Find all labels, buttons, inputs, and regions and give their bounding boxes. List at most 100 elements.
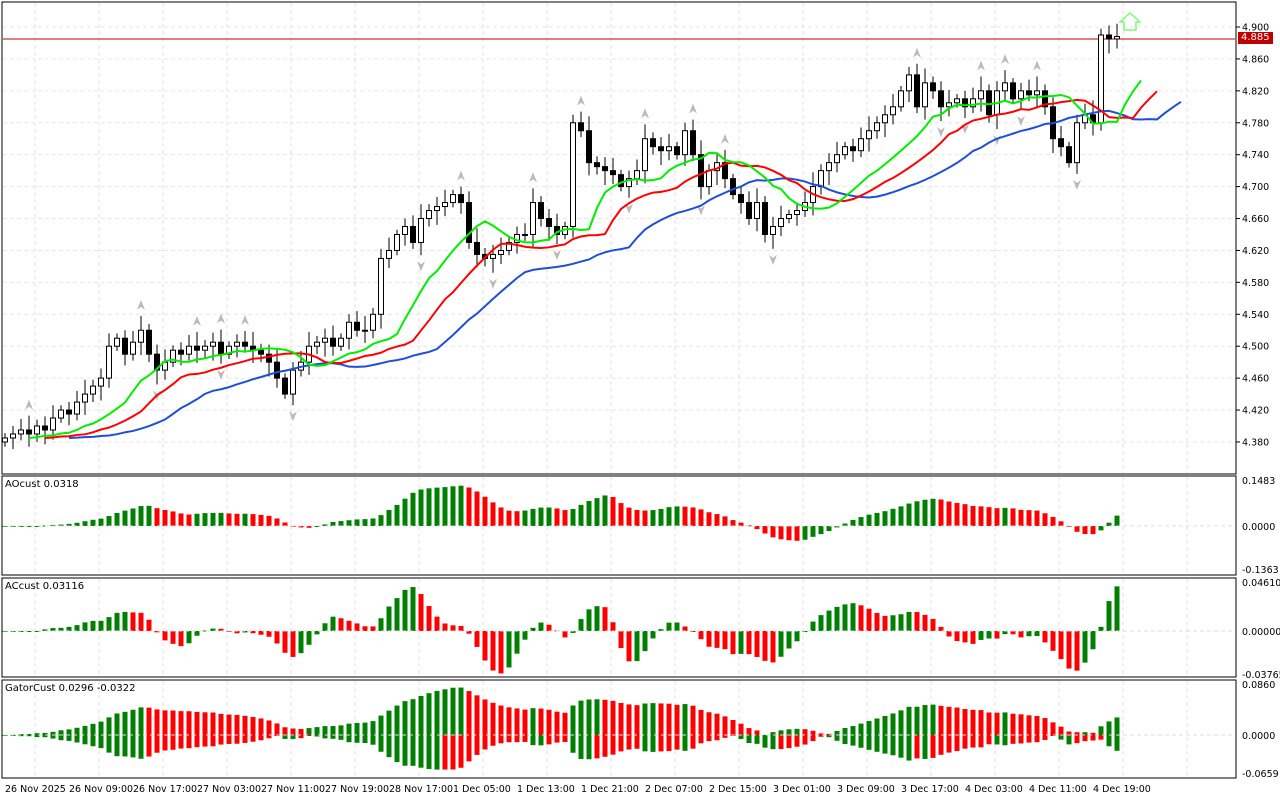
ac-bar [858, 605, 864, 631]
gator-lower-bar [498, 735, 504, 744]
gator-lower-bar [1010, 735, 1016, 744]
ao-bar [770, 526, 776, 538]
gator-upper-bar [906, 706, 912, 735]
gator-lower-bar [18, 735, 24, 737]
gator-upper-bar [50, 731, 56, 735]
ac-bar [962, 631, 968, 643]
ao-bar [882, 511, 888, 526]
ac-bar [426, 606, 432, 631]
ao-bar [466, 487, 472, 526]
ao-bar [474, 491, 480, 526]
fractal-down-icon [697, 205, 705, 216]
gator-upper-bar [218, 713, 224, 735]
gator-lower-bar [738, 735, 744, 740]
gator-lower-bar [562, 735, 568, 743]
ac-bar [754, 631, 760, 658]
ac-bar [322, 623, 328, 631]
ao-bar [578, 504, 584, 526]
ac-bar [410, 587, 416, 631]
ac-bar [378, 618, 384, 631]
gator-upper-bar [226, 714, 232, 735]
ac-bar [162, 631, 168, 641]
gator-upper-bar [930, 704, 936, 735]
gator-lower-bar [162, 735, 168, 751]
ao-bar [778, 526, 784, 540]
gator-upper-bar [970, 709, 976, 735]
ao-bar [986, 507, 992, 526]
gator-upper-bar [266, 720, 272, 735]
ac-bar [586, 609, 592, 631]
ac-bar [458, 625, 464, 631]
gator-lower-bar [138, 735, 144, 759]
fractal-down-icon [489, 278, 497, 289]
candle [954, 98, 960, 104]
ac-bar [514, 631, 520, 654]
candle [378, 257, 384, 315]
ao-bar [450, 486, 456, 526]
gator-upper-bar [130, 709, 136, 735]
candle [698, 154, 704, 188]
ao-bar [394, 504, 400, 526]
candle [930, 82, 936, 92]
gator-lower-bar [986, 735, 992, 745]
y-tick-label: 4.540 [1242, 310, 1269, 321]
gator-upper-bar [642, 703, 648, 735]
y-tick-label: 0.1483 [1242, 476, 1275, 487]
ao-bar [298, 526, 304, 528]
gator-upper-bar [898, 710, 904, 735]
alligator-jaw-line [68, 100, 1182, 439]
ac-bar [978, 631, 984, 640]
gator-lower-bar [634, 735, 640, 749]
gator-lower-bar [170, 735, 176, 750]
ao-bar [1114, 515, 1120, 526]
gator-lower-bar [338, 735, 344, 740]
ao-bar [458, 485, 464, 526]
gator-lower-bar [722, 735, 728, 738]
candle [186, 345, 192, 355]
ao-bar [1034, 510, 1040, 526]
candle [890, 106, 896, 116]
gator-upper-bar [890, 713, 896, 735]
candle [10, 433, 16, 439]
ao-bar [498, 507, 504, 526]
ac-bar [1066, 631, 1072, 669]
ac-bar [42, 629, 48, 631]
ac-bar [818, 615, 824, 631]
candle [106, 345, 112, 379]
ao-bar [122, 510, 128, 526]
ac-bar [1018, 631, 1024, 638]
ao-bar [178, 513, 184, 526]
ac-bar [786, 631, 792, 649]
fractal-down-icon [417, 261, 425, 272]
gator-lower-bar [298, 735, 304, 739]
gator-upper-bar [730, 719, 736, 735]
candle [786, 214, 792, 220]
gator-lower-bar [234, 735, 240, 744]
ac-bar [1058, 631, 1064, 660]
gator-upper-bar [522, 709, 528, 735]
candle [914, 74, 920, 108]
gator-upper-bar [586, 699, 592, 735]
gator-lower-bar [706, 735, 712, 742]
ao-bar [346, 520, 352, 526]
ao-bar [506, 510, 512, 526]
gator-upper-bar [210, 712, 216, 735]
gator-upper-bar [250, 716, 256, 735]
ao-bar [50, 524, 56, 526]
gator-upper-bar [1090, 732, 1096, 735]
gator-upper-bar [194, 711, 200, 735]
gator-lower-bar [394, 735, 400, 763]
ac-bar [290, 631, 296, 657]
gator-lower-bar [466, 735, 472, 762]
ac-bar [1090, 631, 1096, 650]
ac-bar [98, 620, 104, 631]
candle [410, 226, 416, 243]
ao-bar [490, 502, 496, 526]
ao-bar [530, 508, 536, 526]
fractal-up-icon [641, 108, 649, 119]
ac-bar [26, 631, 32, 632]
gator-lower-bar [746, 735, 752, 743]
gator-lower-bar [770, 735, 776, 750]
candle [922, 82, 928, 108]
